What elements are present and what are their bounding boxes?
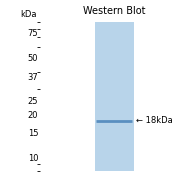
Text: ← 18kDa: ← 18kDa (136, 116, 172, 125)
Text: kDa: kDa (21, 10, 37, 19)
Bar (95, 22, 134, 171)
Text: Western Blot: Western Blot (83, 6, 146, 16)
